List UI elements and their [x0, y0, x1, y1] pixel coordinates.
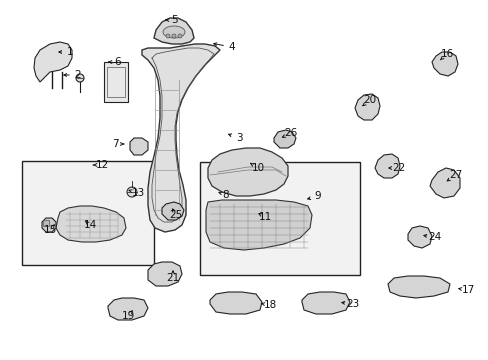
Text: 11: 11 [258, 212, 271, 222]
Text: 10: 10 [251, 163, 264, 173]
Polygon shape [56, 206, 126, 242]
Polygon shape [108, 298, 148, 320]
Polygon shape [209, 292, 262, 314]
Text: 25: 25 [169, 210, 182, 220]
Text: 14: 14 [83, 220, 97, 230]
Circle shape [178, 34, 182, 38]
Bar [200, 162, 359, 275]
Polygon shape [273, 130, 295, 148]
Bar [43, 220, 49, 226]
Circle shape [127, 187, 137, 197]
Polygon shape [104, 62, 128, 102]
Text: 12: 12 [95, 160, 108, 170]
Polygon shape [431, 52, 457, 76]
Text: 20: 20 [363, 95, 376, 105]
Text: 19: 19 [121, 311, 134, 321]
Text: 26: 26 [284, 128, 297, 138]
Text: 3: 3 [235, 133, 242, 143]
Bar [22, 161, 154, 265]
Text: 13: 13 [131, 188, 144, 198]
Polygon shape [154, 18, 194, 44]
Polygon shape [148, 262, 182, 286]
Text: 7: 7 [111, 139, 118, 149]
Polygon shape [207, 148, 287, 196]
Text: 6: 6 [115, 57, 121, 67]
Ellipse shape [163, 26, 184, 38]
Text: 21: 21 [166, 273, 179, 283]
Polygon shape [162, 202, 183, 220]
Text: 5: 5 [171, 15, 178, 25]
Circle shape [76, 74, 84, 82]
Text: 23: 23 [346, 299, 359, 309]
Polygon shape [302, 292, 349, 314]
Polygon shape [407, 226, 431, 248]
Text: 1: 1 [66, 47, 73, 57]
Polygon shape [354, 94, 379, 120]
Text: 15: 15 [43, 225, 57, 235]
Text: 2: 2 [75, 70, 81, 80]
Polygon shape [387, 276, 449, 298]
Text: 8: 8 [222, 190, 229, 200]
Polygon shape [205, 200, 311, 250]
Text: 27: 27 [448, 170, 462, 180]
Text: 16: 16 [440, 49, 453, 59]
Text: 24: 24 [427, 232, 441, 242]
Text: 22: 22 [391, 163, 405, 173]
Text: 4: 4 [228, 42, 235, 52]
Circle shape [172, 34, 176, 38]
Circle shape [165, 34, 170, 38]
Text: 9: 9 [314, 191, 321, 201]
Polygon shape [42, 218, 56, 232]
Bar [107, 67, 125, 97]
Polygon shape [374, 154, 399, 178]
Polygon shape [429, 168, 459, 198]
Polygon shape [130, 138, 148, 155]
Text: 17: 17 [461, 285, 474, 295]
Polygon shape [142, 44, 220, 232]
Polygon shape [34, 42, 72, 82]
Text: 18: 18 [263, 300, 276, 310]
